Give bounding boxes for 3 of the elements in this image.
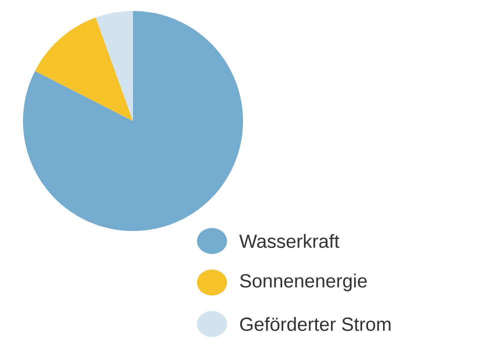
- legend-label: Wasserkraft: [239, 234, 340, 248]
- legend-label: Geförderter Strom: [240, 317, 390, 331]
- legend-label: Sonnenenergie: [240, 274, 367, 292]
